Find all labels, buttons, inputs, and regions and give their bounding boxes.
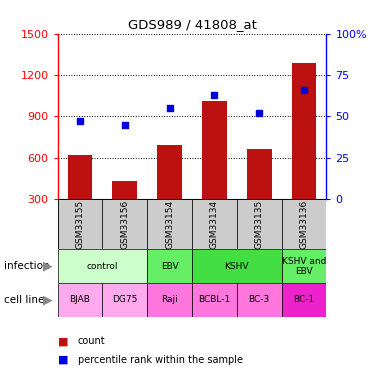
Bar [102, 199, 147, 249]
Text: GSM33154: GSM33154 [165, 200, 174, 249]
Text: BC-3: BC-3 [249, 296, 270, 304]
Text: DG75: DG75 [112, 296, 137, 304]
Bar [237, 283, 282, 317]
Bar [58, 249, 147, 283]
Point [77, 118, 83, 124]
Text: BCBL-1: BCBL-1 [198, 296, 230, 304]
Text: KSHV: KSHV [224, 262, 249, 271]
Bar [292, 63, 316, 199]
Text: GSM33155: GSM33155 [75, 200, 85, 249]
Text: GSM33135: GSM33135 [255, 200, 264, 249]
Point [211, 92, 217, 98]
Bar [282, 249, 326, 283]
Point [301, 87, 307, 93]
Text: infection: infection [4, 261, 49, 271]
Text: Raji: Raji [161, 296, 178, 304]
Text: BC-1: BC-1 [293, 296, 315, 304]
Text: percentile rank within the sample: percentile rank within the sample [78, 355, 243, 365]
Bar [112, 181, 137, 199]
Bar [147, 199, 192, 249]
Text: cell line: cell line [4, 295, 44, 305]
Text: GSM33136: GSM33136 [299, 200, 309, 249]
Point [256, 110, 262, 116]
Bar [68, 155, 92, 199]
Text: ▶: ▶ [43, 260, 53, 273]
Text: count: count [78, 336, 105, 346]
Text: GSM33156: GSM33156 [120, 200, 129, 249]
Bar [202, 101, 227, 199]
Bar [102, 283, 147, 317]
Text: ▶: ▶ [43, 294, 53, 306]
Bar [192, 283, 237, 317]
Bar [147, 283, 192, 317]
Bar [237, 199, 282, 249]
Text: KSHV and
EBV: KSHV and EBV [282, 256, 326, 276]
Title: GDS989 / 41808_at: GDS989 / 41808_at [128, 18, 256, 31]
Bar [247, 149, 272, 199]
Point [167, 105, 173, 111]
Bar [282, 199, 326, 249]
Bar [58, 199, 102, 249]
Text: ■: ■ [58, 336, 68, 346]
Text: ■: ■ [58, 355, 68, 365]
Bar [282, 283, 326, 317]
Bar [192, 199, 237, 249]
Bar [147, 249, 192, 283]
Text: GSM33134: GSM33134 [210, 200, 219, 249]
Text: EBV: EBV [161, 262, 178, 271]
Text: control: control [86, 262, 118, 271]
Bar [157, 145, 182, 199]
Bar [58, 283, 102, 317]
Bar [192, 249, 282, 283]
Point [122, 122, 128, 128]
Text: BJAB: BJAB [69, 296, 91, 304]
